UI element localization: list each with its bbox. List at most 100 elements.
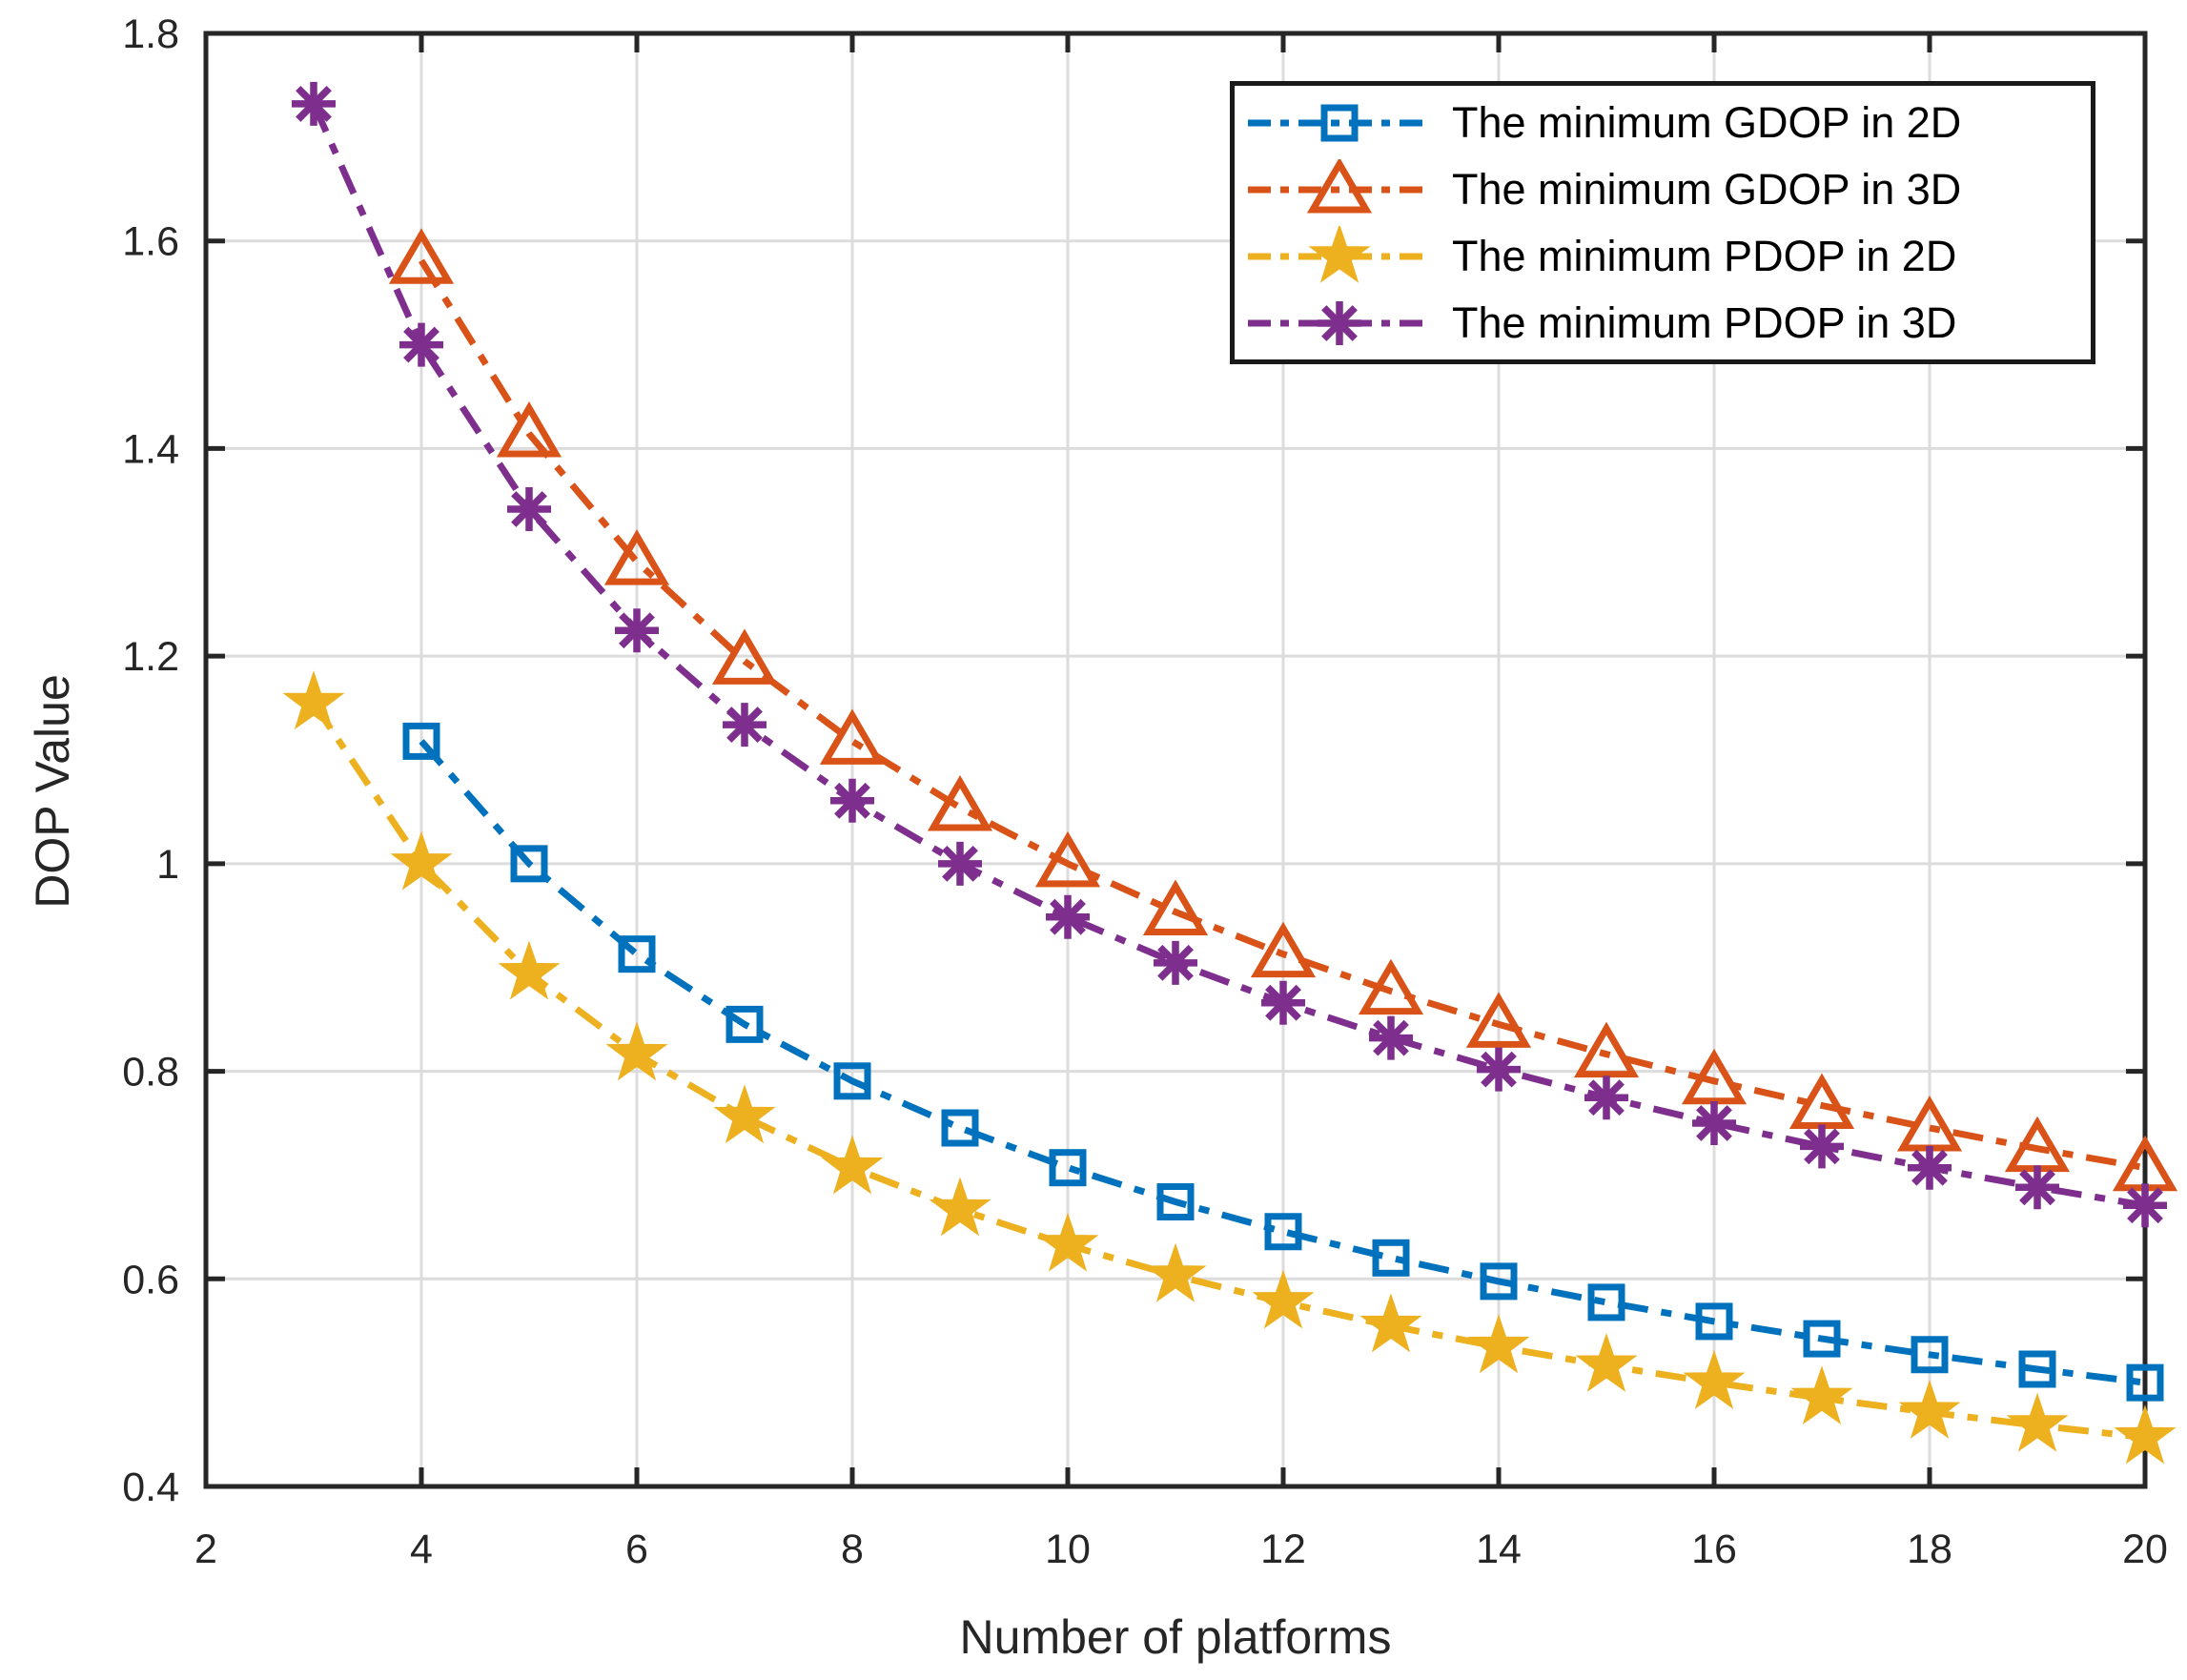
asterisk-marker <box>619 612 655 649</box>
series-line-the-minimum-gdop-in-2d <box>419 739 2146 1386</box>
triangle-up-marker <box>603 529 670 585</box>
plot-border <box>203 31 2148 1489</box>
asterisk-marker <box>1265 984 1301 1021</box>
square-marker <box>618 935 656 973</box>
legend-label: The minimum PDOP in 2D <box>1452 232 1957 280</box>
triangle-up-marker <box>1573 1021 1640 1078</box>
legend-label: The minimum GDOP in 3D <box>1452 165 1962 214</box>
pentagram-marker <box>1898 1380 1961 1439</box>
legend: The minimum GDOP in 2D The minimum GDOP i… <box>1230 81 2095 364</box>
square-marker <box>1049 1149 1087 1187</box>
triangle-up-marker <box>1358 958 1424 1015</box>
triangle-up-marker <box>1250 921 1317 978</box>
legend-entry-the-minimum-gdop-in-2d: The minimum GDOP in 2D <box>1235 90 2091 156</box>
pentagram-marker <box>1683 1349 1746 1409</box>
pentagram-marker <box>1575 1333 1638 1392</box>
x-tick-label: 12 <box>1260 1526 1306 1572</box>
asterisk-marker <box>1481 1051 1517 1088</box>
asterisk-marker <box>1321 304 1358 341</box>
asterisk-marker <box>511 491 547 527</box>
pentagram-marker <box>1790 1365 1853 1425</box>
asterisk-marker <box>1050 898 1086 935</box>
legend-label: The minimum PDOP in 3D <box>1452 298 1957 347</box>
y-tick-label: 1 <box>156 842 179 888</box>
asterisk-marker <box>1588 1079 1625 1117</box>
legend-label: The minimum GDOP in 2D <box>1452 98 1962 147</box>
pentagram-marker <box>1359 1293 1422 1353</box>
asterisk-marker <box>2019 1169 2055 1206</box>
y-tick-label: 1.6 <box>122 219 179 265</box>
pentagram-marker <box>605 1021 668 1081</box>
asterisk-marker <box>1373 1019 1409 1056</box>
square-marker <box>1587 1283 1625 1321</box>
x-tick-label: 16 <box>1691 1526 1737 1572</box>
square-marker <box>833 1062 871 1100</box>
y-tick-label: 1.2 <box>122 634 179 680</box>
pentagram-marker <box>282 670 345 730</box>
pentagram-marker <box>821 1135 884 1195</box>
legend-sample-triangle-up <box>1248 158 1431 213</box>
pentagram-marker <box>1467 1314 1530 1374</box>
legend-entry-the-minimum-gdop-in-3d: The minimum GDOP in 3D <box>1235 156 2091 223</box>
pentagram-marker <box>929 1177 991 1237</box>
pentagram-marker <box>2114 1404 2177 1465</box>
pentagram-marker <box>1252 1269 1315 1329</box>
y-tick-label: 1.8 <box>122 11 179 57</box>
asterisk-marker <box>834 782 870 819</box>
x-tick-label: 2 <box>194 1526 217 1572</box>
x-tick-label: 18 <box>1907 1526 1952 1572</box>
x-tick-label: 20 <box>2122 1526 2168 1572</box>
triangle-up-marker <box>1034 830 1101 888</box>
asterisk-marker <box>296 85 332 122</box>
legend-entry-the-minimum-pdop-in-2d: The minimum PDOP in 2D <box>1235 223 2091 290</box>
pentagram-marker <box>498 940 561 1000</box>
square-marker <box>2018 1350 2056 1388</box>
square-marker <box>1320 104 1359 141</box>
series-line-the-minimum-pdop-in-3d <box>310 102 2146 1209</box>
square-marker <box>726 1005 764 1043</box>
x-tick-label: 10 <box>1045 1526 1091 1572</box>
y-tick-label: 0.6 <box>122 1257 179 1302</box>
x-tick-label: 8 <box>841 1526 864 1572</box>
y-tick-label: 0.4 <box>122 1465 179 1510</box>
legend-entry-the-minimum-pdop-in-3d: The minimum PDOP in 3D <box>1235 290 2091 357</box>
asterisk-marker <box>403 326 439 363</box>
x-tick-label: 6 <box>625 1526 648 1572</box>
x-tick-label: 14 <box>1476 1526 1522 1572</box>
asterisk-marker <box>1911 1149 1948 1186</box>
square-marker <box>510 845 548 883</box>
pentagram-marker <box>1308 225 1371 283</box>
triangle-up-marker <box>1465 992 1532 1048</box>
asterisk-marker <box>942 845 978 882</box>
triangle-up-marker <box>388 228 455 284</box>
pentagram-marker <box>713 1084 776 1144</box>
square-marker <box>1695 1302 1733 1341</box>
pentagram-marker <box>390 830 453 891</box>
asterisk-marker <box>1696 1105 1732 1141</box>
square-marker <box>1372 1239 1410 1277</box>
legend-sample-asterisk <box>1248 300 1431 345</box>
square-marker <box>402 722 440 760</box>
asterisk-marker <box>1804 1128 1840 1165</box>
square-marker <box>1156 1183 1195 1221</box>
triangle-up-marker <box>1681 1048 1748 1105</box>
triangle-up-marker <box>819 708 886 765</box>
asterisk-marker <box>1157 944 1194 981</box>
x-axis-label: Number of platforms <box>960 1610 1392 1664</box>
asterisk-marker <box>726 707 763 744</box>
legend-sample-square <box>1248 104 1431 141</box>
square-marker <box>2126 1363 2164 1402</box>
series-line-the-minimum-gdop-in-3d <box>419 258 2146 1172</box>
square-marker <box>1480 1262 1518 1301</box>
triangle-up-marker <box>1306 158 1373 213</box>
pentagram-marker <box>1144 1242 1207 1302</box>
triangle-up-marker <box>711 628 778 685</box>
y-tick-label: 0.8 <box>122 1050 179 1096</box>
square-marker <box>941 1109 979 1147</box>
triangle-up-marker <box>1142 879 1209 935</box>
pentagram-marker <box>2006 1392 2069 1452</box>
square-marker <box>1911 1336 1949 1374</box>
triangle-up-marker <box>927 775 993 831</box>
series-line-the-minimum-pdop-in-2d <box>311 701 2146 1442</box>
